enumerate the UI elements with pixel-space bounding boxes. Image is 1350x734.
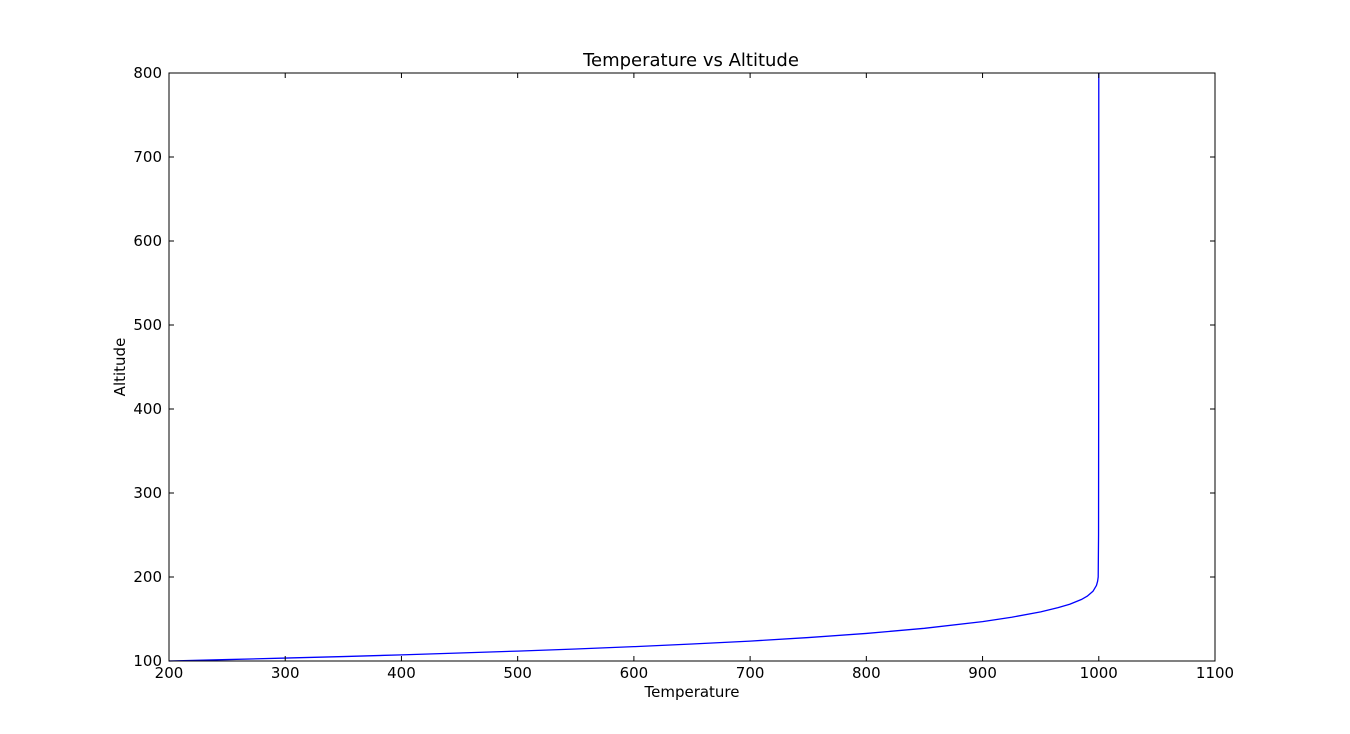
x-axis-label: Temperature (643, 683, 739, 701)
y-tick-label: 600 (133, 232, 162, 250)
x-tick-label: 1100 (1196, 664, 1234, 682)
x-tick-label: 400 (387, 664, 416, 682)
x-axis-ticks: 200 300 400 500 600 700 800 900 1000 1100 (155, 73, 1234, 682)
chart-title: Temperature vs Altitude (582, 50, 799, 71)
y-axis-ticks: 100 200 300 400 500 600 700 800 (133, 64, 1215, 670)
x-tick-label: 800 (852, 664, 881, 682)
x-tick-label: 600 (620, 664, 649, 682)
plot-area: 200 300 400 500 600 700 800 900 1000 1100 1002003… (133, 64, 1234, 682)
series-layer (168, 73, 1100, 662)
y-axis-label: Altitude (111, 338, 129, 397)
y-tick-label: 200 (133, 568, 162, 586)
x-tick-label: 1000 (1080, 664, 1118, 682)
y-tick-label: 300 (133, 484, 162, 502)
y-tick-label: 800 (133, 64, 162, 82)
y-tick-label: 100 (133, 652, 162, 670)
y-tick-label: 500 (133, 316, 162, 334)
y-tick-label: 400 (133, 400, 162, 418)
x-tick-label: 700 (736, 664, 765, 682)
x-tick-label: 500 (503, 664, 532, 682)
y-tick-label: 700 (133, 148, 162, 166)
series-line-0 (168, 73, 1100, 662)
x-tick-label: 300 (271, 664, 300, 682)
plot-frame (168, 72, 1216, 662)
x-tick-label: 900 (968, 664, 997, 682)
x-tick-label: 200 (155, 664, 184, 682)
